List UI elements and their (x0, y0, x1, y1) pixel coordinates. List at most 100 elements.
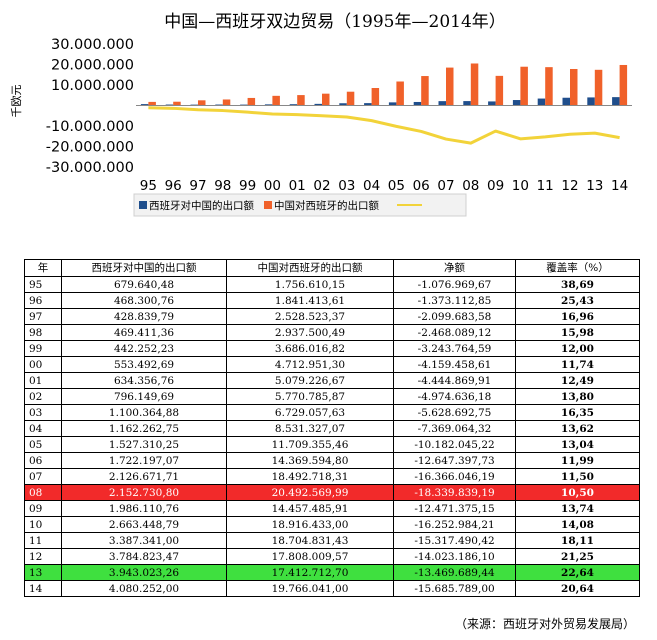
x-tick-label: 07 (437, 178, 454, 194)
cell-spain-to-china: 1.527.310,25 (61, 436, 227, 453)
cell-china-to-spain: 18.916.433,00 (226, 516, 394, 533)
bar-china-to-spain (272, 95, 280, 106)
cell-year: 95 (24, 276, 62, 293)
cell-spain-to-china: 1.986.110,76 (61, 500, 227, 517)
cell-year: 07 (24, 468, 62, 485)
bar-spain-to-china (364, 103, 372, 106)
table-row: 00 553.492,69 4.712.951,30 -4.159.458,61 11,… (24, 356, 640, 373)
cell-net: -13.469.689,44 (393, 564, 516, 581)
cell-spain-to-china: 1.100.364,88 (61, 404, 227, 421)
cell-spain-to-china: 2.126.671,71 (61, 468, 227, 485)
bar-china-to-spain (198, 100, 206, 106)
cell-spain-to-china: 3.943.023,26 (61, 564, 227, 581)
bar-china-to-spain (396, 81, 404, 106)
bar-china-to-spain (619, 64, 628, 106)
bar-china-to-spain (570, 68, 578, 106)
bar-spain-to-china (388, 102, 397, 106)
bar-china-to-spain (421, 76, 429, 106)
trade-table: 年 西班牙对中国的出口额 中国对西班牙的出口额 净额 覆盖率（%） 95 679.… (24, 259, 640, 597)
legend-swatch-china-to-spain (264, 201, 272, 209)
bar-spain-to-china (289, 104, 298, 106)
bar-spain-to-china (339, 103, 347, 106)
x-tick-label: 11 (537, 178, 554, 194)
table-row: 98 469.411,36 2.937.500,49 -2.468.089,12 15,… (24, 324, 640, 341)
cell-spain-to-china: 634.356,76 (61, 372, 227, 389)
cell-coverage: 13,80 (515, 388, 640, 405)
cell-year: 96 (24, 292, 62, 309)
cell-coverage: 38,69 (515, 276, 640, 293)
cell-coverage: 13,04 (515, 436, 640, 453)
table-row: 13 3.943.023,26 17.412.712,70 -13.469.689,4… (24, 564, 640, 581)
cell-coverage: 10,50 (515, 484, 640, 501)
cell-net: -4.159.458,61 (393, 356, 516, 373)
cell-year: 11 (24, 532, 62, 549)
cell-year: 12 (24, 548, 62, 565)
net-line (148, 106, 620, 145)
bar-spain-to-china (587, 97, 595, 106)
cell-china-to-spain: 18.492.718,31 (226, 468, 394, 485)
bar-china-to-spain (495, 75, 504, 106)
table-row: 03 1.100.364,88 6.729.057,63 -5.628.692,75 1… (24, 404, 640, 421)
cell-coverage: 15,98 (515, 324, 640, 341)
cell-china-to-spain: 1.841.413,61 (226, 292, 394, 309)
bar-spain-to-china (140, 104, 149, 106)
x-axis: 95 96 97 98 99 00 01 02 03 04 05 06 07 08 09 10 11 12 13 14 (140, 178, 628, 194)
table-row: 05 1.527.310,25 11.709.355,46 -10.182.045,2… (24, 436, 640, 453)
cell-spain-to-china: 3.784.823,47 (61, 548, 227, 565)
cell-year: 02 (24, 388, 62, 405)
cell-china-to-spain: 19.766.041,00 (226, 580, 394, 597)
cell-china-to-spain: 6.729.057,63 (226, 404, 394, 421)
cell-spain-to-china: 1.722.197,07 (61, 452, 227, 469)
bar-china-to-spain (594, 69, 603, 106)
header-spain-to-china: 西班牙对中国的出口额 (61, 259, 227, 277)
table-row: 10 2.663.448,79 18.916.433,00 -16.252.984,2… (24, 516, 640, 533)
bar-series (140, 63, 628, 106)
cell-china-to-spain: 17.412.712,70 (226, 564, 394, 581)
cell-year: 99 (24, 340, 62, 357)
cell-coverage: 18,11 (515, 532, 640, 549)
table-row: 97 428.839,79 2.528.523,37 -2.099.683,58 16,… (24, 308, 640, 325)
cell-coverage: 11,50 (515, 468, 640, 485)
cell-year: 14 (24, 580, 62, 597)
cell-net: -10.182.045,22 (393, 436, 516, 453)
table-row: 11 3.387.341,00 18.704.831,43 -15.317.490,4… (24, 532, 640, 549)
table-header-row: 年 西班牙对中国的出口额 中国对西班牙的出口额 净额 覆盖率（%） (24, 259, 640, 277)
cell-china-to-spain: 5.770.785,87 (226, 388, 394, 405)
cell-coverage: 22,64 (515, 564, 640, 581)
x-tick-label: 98 (214, 178, 231, 194)
x-tick-label: 06 (413, 178, 430, 194)
bar-china-to-spain (222, 99, 231, 106)
table-row: 12 3.784.823,47 17.808.009,57 -14.023.186,1… (24, 548, 640, 565)
cell-china-to-spain: 11.709.355,46 (226, 436, 394, 453)
y-tick-label: -30.000.000 (46, 160, 134, 176)
cell-spain-to-china: 679.640,48 (61, 276, 227, 293)
table-row: 07 2.126.671,71 18.492.718,31 -16.366.046,1… (24, 468, 640, 485)
y-tick-label: 10.000.000 (51, 78, 134, 94)
cell-china-to-spain: 14.457.485,91 (226, 500, 394, 517)
legend-swatch-spain-to-china (139, 201, 147, 209)
cell-spain-to-china: 468.300,76 (61, 292, 227, 309)
trade-chart: 中国—西班牙双边贸易（1995年—2014年） 千欧元 30.000.000 20… (10, 12, 632, 217)
cell-net: -3.243.764,59 (393, 340, 516, 357)
header-china-to-spain: 中国对西班牙的出口额 (226, 259, 394, 277)
cell-china-to-spain: 17.808.009,57 (226, 548, 394, 565)
cell-net: -15.317.490,42 (393, 532, 516, 549)
cell-net: -4.974.636,18 (393, 388, 516, 405)
cell-net: -12.647.397,73 (393, 452, 516, 469)
cell-coverage: 16,96 (515, 308, 640, 325)
cell-coverage: 13,74 (515, 500, 640, 517)
cell-year: 00 (24, 356, 62, 373)
cell-china-to-spain: 14.369.594,80 (226, 452, 394, 469)
table-row: 14 4.080.252,00 19.766.041,00 -15.685.789,0… (24, 580, 640, 597)
bar-china-to-spain (520, 66, 528, 106)
bar-china-to-spain (322, 93, 330, 106)
cell-spain-to-china: 469.411,36 (61, 324, 227, 341)
table-row: 04 1.162.262,75 8.531.327,07 -7.369.064,32 1… (24, 420, 640, 437)
bar-spain-to-china (314, 103, 322, 106)
bar-china-to-spain (371, 88, 380, 106)
cell-coverage: 25,43 (515, 292, 640, 309)
cell-coverage: 21,25 (515, 548, 640, 565)
x-tick-label: 97 (189, 178, 206, 194)
cell-spain-to-china: 442.252,23 (61, 340, 227, 357)
cell-china-to-spain: 18.704.831,43 (226, 532, 394, 549)
